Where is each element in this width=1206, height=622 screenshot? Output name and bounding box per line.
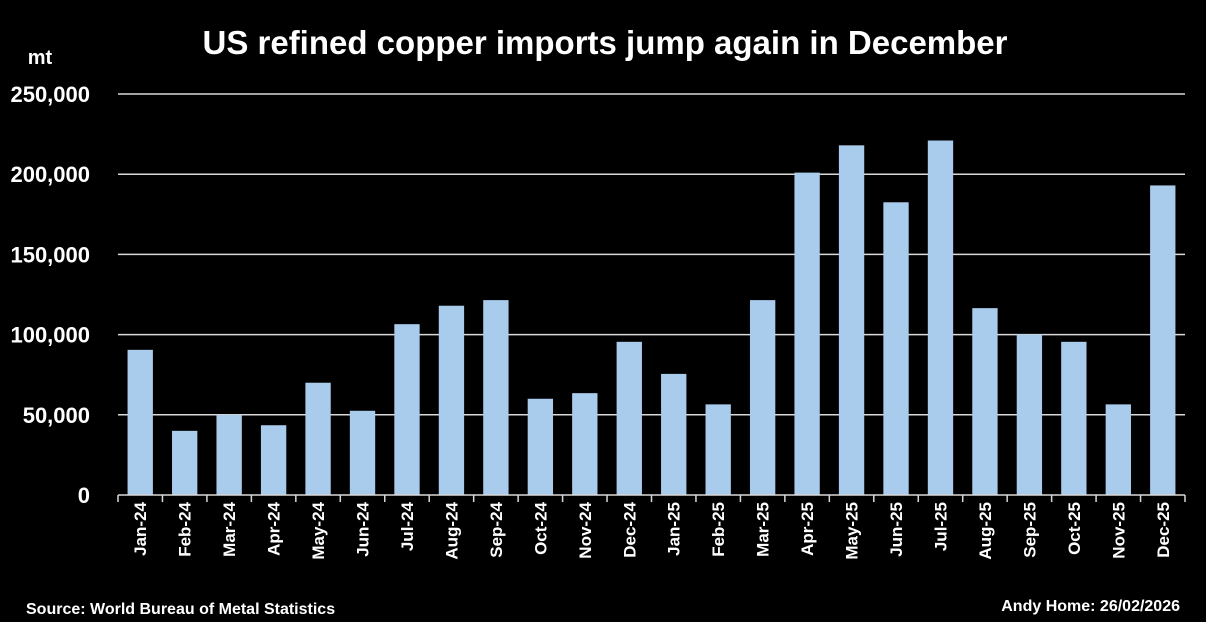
bar	[1061, 341, 1087, 495]
x-tick-label: Oct-24	[531, 501, 550, 554]
y-tick-label: 150,000	[10, 242, 90, 267]
bar	[705, 404, 731, 495]
bar	[172, 430, 198, 495]
x-tick-label: Oct-25	[1065, 502, 1084, 555]
x-tick-label: Nov-24	[576, 501, 595, 558]
bar	[794, 172, 820, 495]
bar	[438, 305, 465, 495]
bar	[394, 324, 420, 495]
x-tick-label: Apr-24	[265, 501, 284, 555]
x-tick-label: Jun-25	[887, 502, 906, 557]
x-tick-label: Dec-25	[1154, 502, 1173, 558]
bar	[883, 202, 909, 495]
x-tick-label: Jan-24	[131, 501, 150, 555]
x-tick-label: Jun-24	[354, 501, 373, 556]
y-tick-label: 50,000	[23, 403, 90, 428]
x-tick-label: Apr-25	[798, 502, 817, 556]
x-tick-label: May-24	[309, 501, 328, 559]
x-tick-label: Sep-25	[1020, 502, 1039, 558]
bar	[972, 308, 998, 495]
credit-note: Andy Home: 26/02/2026	[1001, 598, 1180, 615]
bar	[216, 414, 242, 495]
y-tick-label: 0	[78, 483, 90, 508]
x-tick-label: Aug-24	[442, 501, 461, 559]
x-tick-label: Dec-24	[620, 501, 639, 557]
source-note: Source: World Bureau of Metal Statistics	[26, 601, 335, 618]
y-tick-label: 200,000	[10, 162, 90, 187]
bar	[616, 341, 642, 495]
bar	[1150, 185, 1176, 496]
bar	[127, 349, 153, 495]
bar	[527, 398, 554, 495]
x-tick-label: Mar-25	[754, 502, 773, 557]
bar	[260, 425, 287, 495]
x-tick-label: Feb-24	[176, 501, 195, 556]
bar	[927, 140, 954, 496]
bar	[749, 300, 776, 495]
bar	[572, 393, 598, 495]
y-tick-label: 250,000	[10, 82, 90, 107]
x-tick-label: May-25	[843, 502, 862, 560]
bar	[1016, 334, 1043, 495]
x-tick-label: Jan-25	[665, 502, 684, 556]
bar	[1105, 404, 1131, 495]
bar	[483, 300, 509, 495]
x-tick-label: Aug-25	[976, 502, 995, 560]
bar	[305, 382, 331, 495]
chart-title: US refined copper imports jump again in …	[202, 24, 1007, 61]
x-tick-label: Nov-25	[1109, 502, 1128, 559]
x-tick-label: Feb-25	[709, 502, 728, 557]
x-tick-label: Jul-24	[398, 501, 417, 551]
bar	[838, 145, 865, 495]
x-tick-label: Jul-25	[931, 502, 950, 551]
y-tick-label: 100,000	[10, 323, 90, 348]
bar	[661, 373, 687, 495]
bar	[349, 410, 376, 495]
y-axis-label: mt	[28, 47, 53, 69]
x-tick-label: Sep-24	[487, 501, 506, 557]
x-tick-label: Mar-24	[220, 501, 239, 556]
